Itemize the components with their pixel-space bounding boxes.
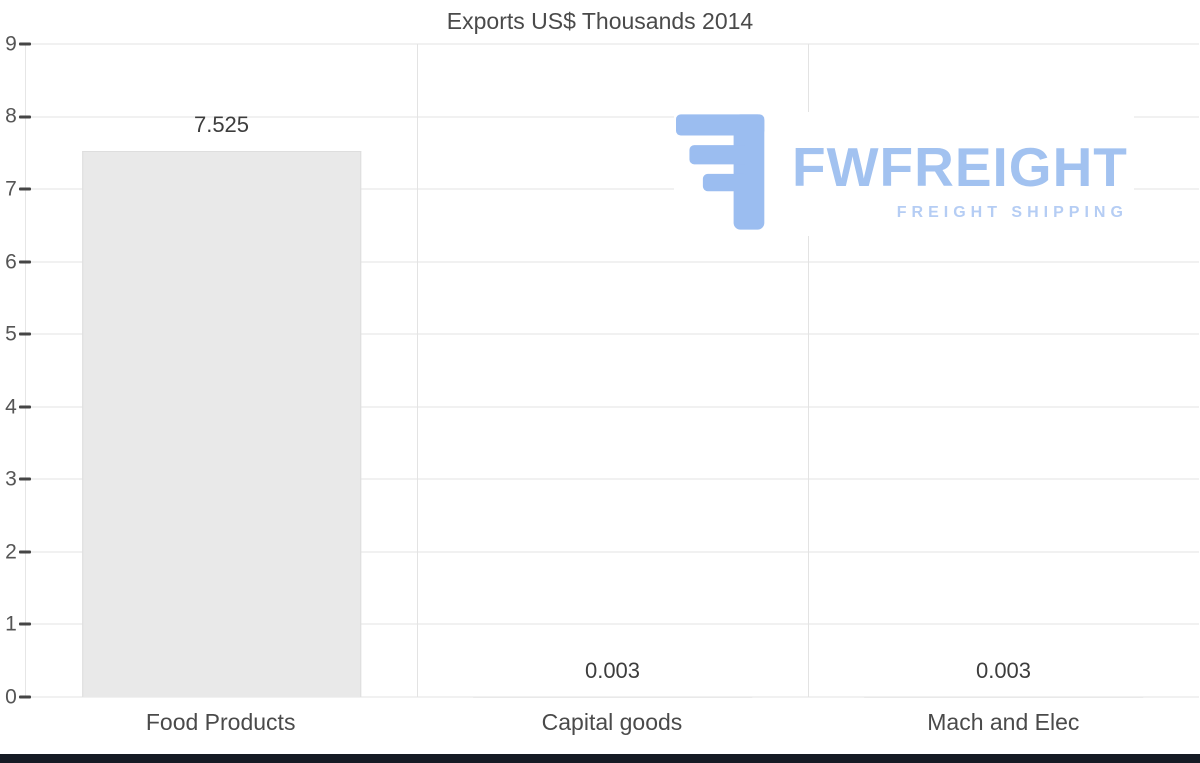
gridline-y-5 [26,333,1199,335]
y-tick-mark-1 [19,622,31,626]
brand-tagline: FREIGHT SHIPPING [896,204,1128,221]
y-tick-label-4: 4 [5,395,17,419]
bar-column-3: 0.003 [808,44,1199,697]
x-axis-labels: Food Products Capital goods Mach and Elec [25,697,1199,736]
category-label-food-products: Food Products [145,709,296,735]
bar-column-2: 0.003 [417,44,808,697]
chart-plot-area: 7.525 0.003 0.003 FWFREIGHT FREIGHT SHIPPI… [19,42,1199,699]
fwfreight-logo-text: FWFREIGHT FREIGHT SHIPPING [792,140,1128,222]
gridline-y-6 [26,261,1199,263]
bottom-dark-bar [0,754,1200,763]
category-label-capital-goods: Capital goods [541,709,683,735]
category-label-mach-and-elec: Mach and Elec [927,709,1080,735]
y-tick-label-6: 6 [5,250,17,274]
bar-column-1: 7.525 [26,44,417,697]
y-axis-labels: 0 1 2 3 4 5 6 7 8 9 [1,32,21,708]
y-tick-mark-4 [19,405,31,409]
vertical-gridline-1 [417,44,418,697]
y-tick-mark-5 [19,332,31,336]
y-tick-label-0: 0 [5,685,17,709]
vertical-gridline-2 [808,44,809,697]
y-tick-mark-7 [19,187,31,191]
y-tick-label-8: 8 [5,105,17,129]
y-tick-label-5: 5 [5,322,17,346]
y-tick-mark-3 [19,477,31,481]
fwfreight-watermark: FWFREIGHT FREIGHT SHIPPING [674,112,1134,236]
y-tick-mark-9 [19,42,31,46]
brand-name: FWFREIGHT [792,136,1128,198]
chart-title: Exports US$ Thousands 2014 [446,8,754,34]
y-tick-mark-0 [19,695,31,699]
gridline-y-9 [26,43,1199,45]
y-tick-label-1: 1 [5,612,17,636]
gridline-y-8 [26,116,1199,118]
y-tick-mark-6 [19,260,31,264]
gridline-y-0 [26,696,1199,698]
gridline-y-2 [26,551,1199,553]
fwfreight-logo-icon [676,114,765,230]
gridline-y-1 [26,623,1199,625]
bar-value-label: 7.525 [193,112,250,138]
y-tick-label-9: 9 [5,32,17,56]
gridline-y-4 [26,406,1199,408]
y-tick-mark-2 [19,550,31,554]
gridline-y-3 [26,478,1199,480]
bar-value-label: 0.003 [975,657,1032,683]
gridline-y-7 [26,188,1199,190]
bar-value-label: 0.003 [584,657,641,683]
y-tick-mark-8 [19,115,31,119]
y-tick-label-3: 3 [5,467,17,491]
bar-columns: 7.525 0.003 0.003 [26,44,1199,697]
bar-food-products [81,151,362,697]
y-tick-label-7: 7 [5,177,17,201]
y-tick-label-2: 2 [5,540,17,564]
